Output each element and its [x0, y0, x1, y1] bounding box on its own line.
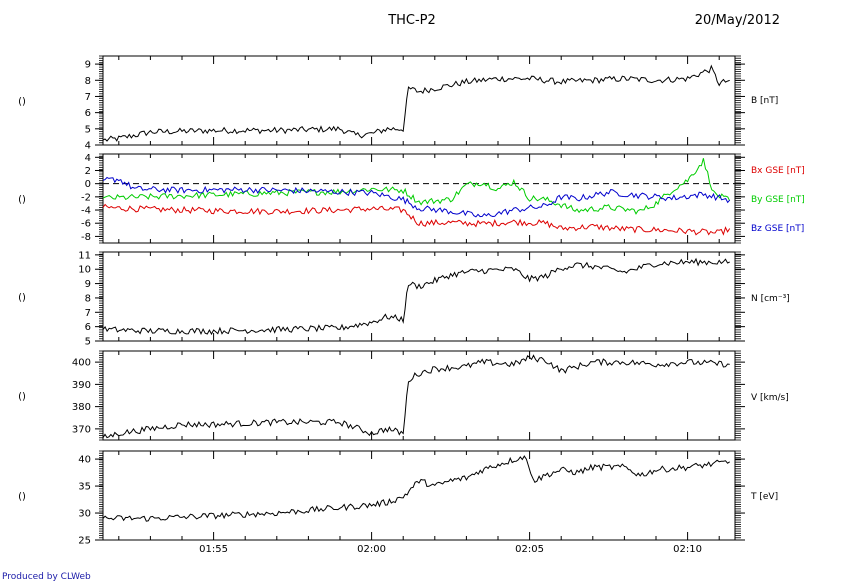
series-line — [102, 158, 731, 215]
series-line — [102, 455, 730, 522]
y-tick-label: 380 — [72, 402, 91, 413]
panel-2: () 4 2 0 -2 -4 -6 -8 Bx GSE [nT] By GSE [nT] Bz GS… — [18, 153, 805, 244]
panel-left-label: () — [18, 492, 26, 503]
series-line — [102, 257, 730, 336]
y-tick-label: 4 — [85, 141, 91, 152]
y-tick-label: 9 — [85, 279, 91, 290]
panel-left-label: () — [18, 195, 26, 206]
y-tick-label: 9 — [85, 60, 91, 71]
y-tick-label: 5 — [85, 337, 91, 348]
y-tick-label: -6 — [81, 219, 91, 230]
y-tick-label: -4 — [81, 206, 91, 217]
x-tick-label: 02:05 — [515, 544, 544, 555]
panel-4: () 370 380 390 400 V [km/s] — [18, 350, 789, 441]
series-label: Bz GSE [nT] — [751, 224, 804, 234]
panel-left-label: () — [18, 392, 26, 403]
y-tick-label: 5 — [85, 124, 91, 135]
panel-frame — [102, 55, 736, 146]
y-tick-label: 8 — [85, 293, 91, 304]
y-tick-label: 6 — [85, 322, 91, 333]
x-tick-label: 02:10 — [673, 544, 702, 555]
y-tick-label: 6 — [85, 108, 91, 119]
panel-frame — [102, 450, 736, 541]
series-line — [102, 354, 730, 439]
series-line — [102, 64, 730, 142]
x-tick-label: 02:00 — [357, 544, 386, 555]
y-tick-label: 7 — [85, 308, 91, 319]
y-tick-label: 400 — [72, 358, 91, 369]
y-tick-label: -8 — [81, 232, 91, 243]
y-tick-label: 25 — [78, 536, 91, 547]
y-tick-label: 370 — [72, 424, 91, 435]
y-tick-label: 2 — [85, 166, 91, 177]
y-tick-label: 10 — [78, 265, 91, 276]
series-label: B [nT] — [751, 96, 778, 106]
panel-3: () 5 6 7 8 9 10 11 N [cm⁻³] — [18, 250, 790, 347]
panel-frame — [102, 251, 736, 342]
panel-left-label: () — [18, 97, 26, 108]
series-label: Bx GSE [nT] — [751, 166, 805, 176]
y-tick-label: 40 — [78, 455, 91, 466]
series-label: N [cm⁻³] — [751, 294, 790, 304]
y-tick-label: 30 — [78, 509, 91, 520]
series-label: T [eV] — [750, 492, 778, 502]
panel-5: () 25 30 35 40 01:55 02:00 02:05 02:10 T [eV] — [18, 450, 778, 555]
y-tick-label: 35 — [78, 482, 91, 493]
series-label: V [km/s] — [751, 393, 789, 403]
panel-1: () 4 5 6 7 8 9 B [nT] — [18, 55, 778, 152]
panels: () 4 5 6 7 8 9 B [nT] () 4 2 0 -2 -4 -6 -8 Bx GSE [nT] By… — [18, 55, 805, 555]
footer-credit: Produced by CLWeb — [2, 572, 91, 582]
y-tick-label: 11 — [78, 250, 91, 261]
plot-title: THC-P2 — [387, 13, 436, 28]
panel-frame — [102, 350, 736, 441]
plot-date: 20/May/2012 — [695, 13, 780, 28]
panel-left-label: () — [18, 293, 26, 304]
series-label: By GSE [nT] — [751, 195, 805, 205]
y-tick-label: 8 — [85, 76, 91, 87]
series-line — [102, 176, 731, 218]
y-tick-label: -2 — [81, 192, 91, 203]
y-tick-label: 0 — [85, 179, 91, 190]
y-tick-label: 7 — [85, 92, 91, 103]
y-tick-label: 4 — [85, 153, 91, 164]
x-tick-label: 01:55 — [199, 544, 228, 555]
y-tick-label: 390 — [72, 380, 91, 391]
series-line — [102, 203, 731, 236]
panel-frame — [102, 153, 736, 244]
